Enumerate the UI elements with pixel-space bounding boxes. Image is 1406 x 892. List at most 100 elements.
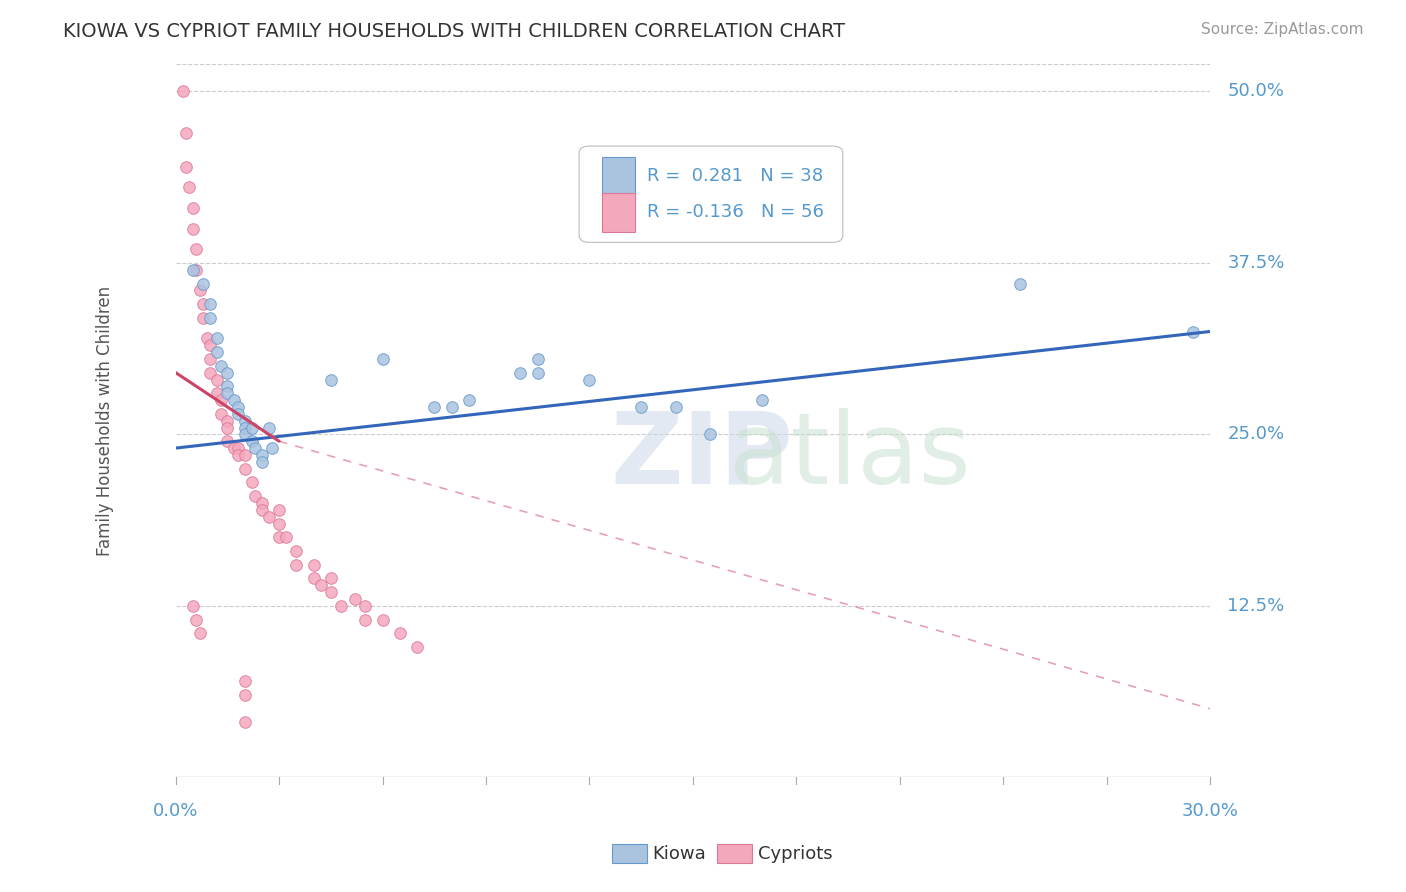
Point xyxy=(193,277,215,291)
Point xyxy=(174,160,197,174)
Point xyxy=(269,503,291,517)
Point xyxy=(269,516,291,531)
Point xyxy=(195,331,218,345)
Point xyxy=(509,366,531,380)
Point xyxy=(578,372,600,386)
Text: 25.0%: 25.0% xyxy=(1227,425,1284,443)
Point xyxy=(186,613,208,627)
Point xyxy=(371,613,394,627)
Point xyxy=(233,448,256,462)
Point xyxy=(269,530,291,544)
Point xyxy=(226,407,249,421)
Point xyxy=(250,455,273,469)
Point xyxy=(186,242,208,256)
Point xyxy=(354,613,377,627)
Point xyxy=(388,626,411,640)
Point xyxy=(457,393,479,408)
Point xyxy=(224,441,246,455)
Point xyxy=(174,126,197,140)
Point xyxy=(440,400,463,414)
Point xyxy=(233,420,256,434)
Point xyxy=(526,351,548,366)
FancyBboxPatch shape xyxy=(602,157,636,195)
Text: R = -0.136   N = 56: R = -0.136 N = 56 xyxy=(647,203,824,221)
Text: Source: ZipAtlas.com: Source: ZipAtlas.com xyxy=(1201,22,1364,37)
Point xyxy=(233,461,256,475)
Point xyxy=(285,544,308,558)
Point xyxy=(188,284,211,298)
Text: Cypriots: Cypriots xyxy=(758,845,832,863)
Point xyxy=(319,372,342,386)
Point xyxy=(250,496,273,510)
Text: KIOWA VS CYPRIOT FAMILY HOUSEHOLDS WITH CHILDREN CORRELATION CHART: KIOWA VS CYPRIOT FAMILY HOUSEHOLDS WITH … xyxy=(63,22,845,41)
Text: 12.5%: 12.5% xyxy=(1227,597,1285,615)
FancyBboxPatch shape xyxy=(579,146,842,243)
Point xyxy=(1181,325,1204,339)
Point xyxy=(181,221,204,235)
Text: atlas: atlas xyxy=(730,408,970,505)
Point xyxy=(630,400,652,414)
Point xyxy=(193,310,215,325)
Point xyxy=(274,530,297,544)
Point xyxy=(181,262,204,277)
Point xyxy=(186,262,208,277)
Point xyxy=(1010,277,1032,291)
Text: 50.0%: 50.0% xyxy=(1227,82,1284,101)
Point xyxy=(217,414,239,428)
Point xyxy=(699,427,721,442)
Point xyxy=(243,489,266,503)
Text: 30.0%: 30.0% xyxy=(1181,802,1239,820)
Point xyxy=(526,366,548,380)
Point xyxy=(181,599,204,613)
Point xyxy=(179,180,201,194)
Point xyxy=(181,201,204,215)
Point xyxy=(217,434,239,449)
Point xyxy=(226,400,249,414)
Point xyxy=(224,393,246,408)
Point xyxy=(262,441,284,455)
Point xyxy=(226,441,249,455)
Point xyxy=(250,503,273,517)
Point xyxy=(319,585,342,599)
Point xyxy=(233,688,256,702)
Point xyxy=(665,400,688,414)
Point xyxy=(198,351,221,366)
Point xyxy=(319,571,342,585)
FancyBboxPatch shape xyxy=(602,193,636,232)
Point xyxy=(330,599,353,613)
Point xyxy=(205,372,228,386)
Point xyxy=(205,331,228,345)
Point xyxy=(354,599,377,613)
Text: R =  0.281   N = 38: R = 0.281 N = 38 xyxy=(647,167,824,186)
Point xyxy=(751,393,773,408)
Point xyxy=(205,386,228,401)
Point xyxy=(243,441,266,455)
Point xyxy=(240,434,263,449)
Point xyxy=(257,509,280,524)
Point xyxy=(198,297,221,311)
Text: Kiowa: Kiowa xyxy=(652,845,706,863)
Point xyxy=(233,427,256,442)
Point xyxy=(198,366,221,380)
Point xyxy=(250,448,273,462)
Point xyxy=(217,386,239,401)
Text: 0.0%: 0.0% xyxy=(153,802,198,820)
Text: Family Households with Children: Family Households with Children xyxy=(96,285,114,556)
Point xyxy=(240,420,263,434)
Point xyxy=(371,351,394,366)
Point xyxy=(257,420,280,434)
Point xyxy=(302,571,325,585)
Point xyxy=(209,407,232,421)
Point xyxy=(226,448,249,462)
Point xyxy=(302,558,325,572)
Point xyxy=(205,345,228,359)
Point xyxy=(209,393,232,408)
Point xyxy=(209,359,232,373)
Point xyxy=(217,420,239,434)
Point xyxy=(240,475,263,490)
Point xyxy=(309,578,332,592)
Point xyxy=(198,338,221,352)
Point xyxy=(406,640,429,654)
Point xyxy=(198,310,221,325)
Point xyxy=(193,297,215,311)
